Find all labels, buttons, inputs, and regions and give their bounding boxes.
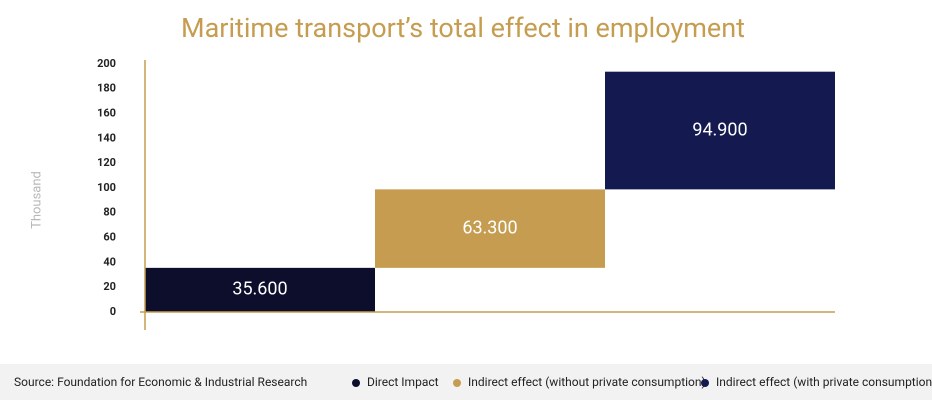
- y-tick-label: 40: [103, 255, 116, 268]
- bar: [375, 189, 605, 268]
- legend-marker: [352, 379, 360, 387]
- bar: [605, 71, 835, 190]
- y-tick-label: 120: [97, 156, 116, 169]
- value-label: 35.600: [232, 279, 287, 300]
- legend-label: Direct Impact: [367, 375, 439, 389]
- y-tick-label: 160: [97, 107, 116, 120]
- y-tick-label: 140: [97, 131, 116, 144]
- y-tick-label: 20: [103, 280, 116, 293]
- source: Source: Foundation for Economic & Indust…: [14, 375, 307, 389]
- y-tick-label: 0: [110, 305, 116, 318]
- legend-marker: [453, 379, 461, 387]
- y-tick-label: 200: [97, 57, 116, 70]
- footer-band: [0, 364, 932, 400]
- y-axis-label: Thousand: [29, 171, 44, 229]
- y-tick-label: 180: [97, 82, 116, 95]
- legend-label: Indirect effect (with private consumptio…: [716, 375, 932, 389]
- chart-title: Maritime transport’s total effect in emp…: [181, 12, 745, 44]
- legend-label: Indirect effect (without private consump…: [468, 375, 706, 389]
- bar: [145, 267, 375, 312]
- y-tick-label: 60: [103, 231, 116, 244]
- value-label: 94.900: [692, 119, 747, 140]
- value-label: 63.300: [462, 217, 517, 238]
- legend-marker: [701, 379, 709, 387]
- y-tick-label: 100: [97, 181, 116, 194]
- y-tick-label: 80: [103, 206, 116, 219]
